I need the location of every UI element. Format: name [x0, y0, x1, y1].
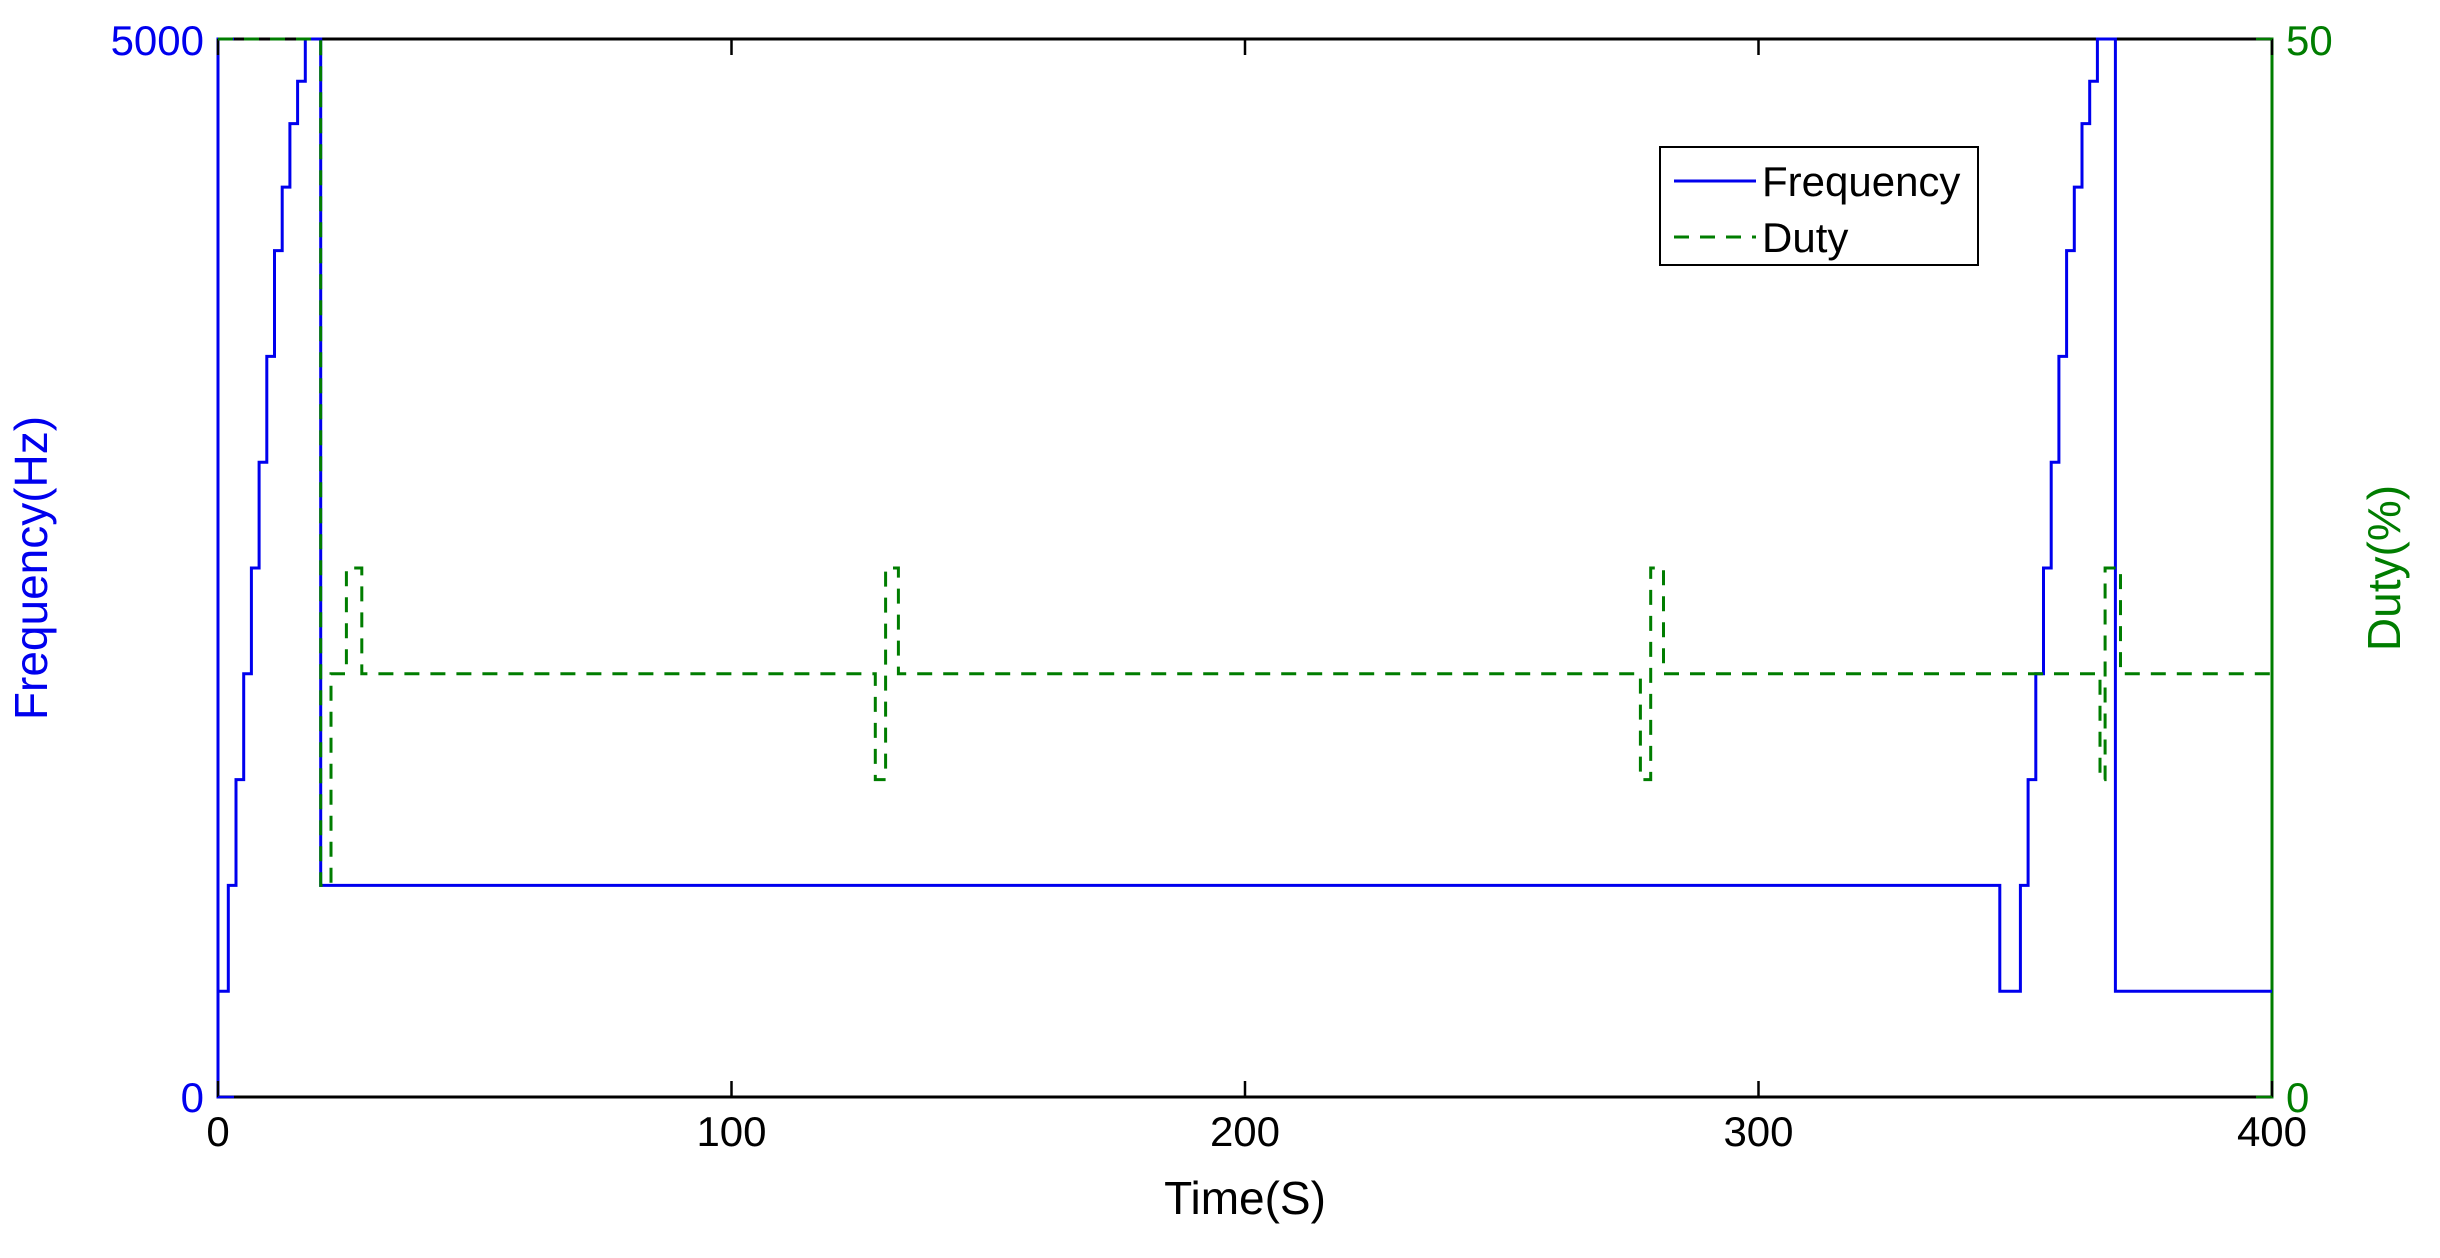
duty-line: [218, 37, 2272, 887]
y-left-tick-label-0: 0: [181, 1074, 204, 1121]
x-tick-label-400: 400: [2237, 1108, 2307, 1155]
legend-box: [1659, 146, 1979, 266]
axes-layer: [216, 37, 2274, 1099]
legend-duty-label: Duty: [1762, 214, 1848, 261]
y-left-axis-label: Frequency(Hz): [5, 416, 57, 720]
x-tick-label-200: 200: [1210, 1108, 1280, 1155]
y-right-tick-label-50: 50: [2286, 17, 2333, 64]
x-tick-label-100: 100: [696, 1108, 766, 1155]
y-left-tick-label-5000: 5000: [111, 17, 204, 64]
x-tick-label-0: 0: [206, 1108, 229, 1155]
y-right-tick-label-0: 0: [2286, 1074, 2309, 1121]
y-right-axis-label: Duty(%): [2358, 485, 2410, 651]
x-tick-label-300: 300: [1723, 1108, 1793, 1155]
legend-frequency-label: Frequency: [1762, 158, 1960, 205]
legend: Frequency Duty: [1659, 146, 1979, 266]
series-layer: [218, 37, 2272, 993]
x-axis-label: Time(S): [1164, 1172, 1326, 1224]
frequency-line: [218, 37, 2272, 993]
